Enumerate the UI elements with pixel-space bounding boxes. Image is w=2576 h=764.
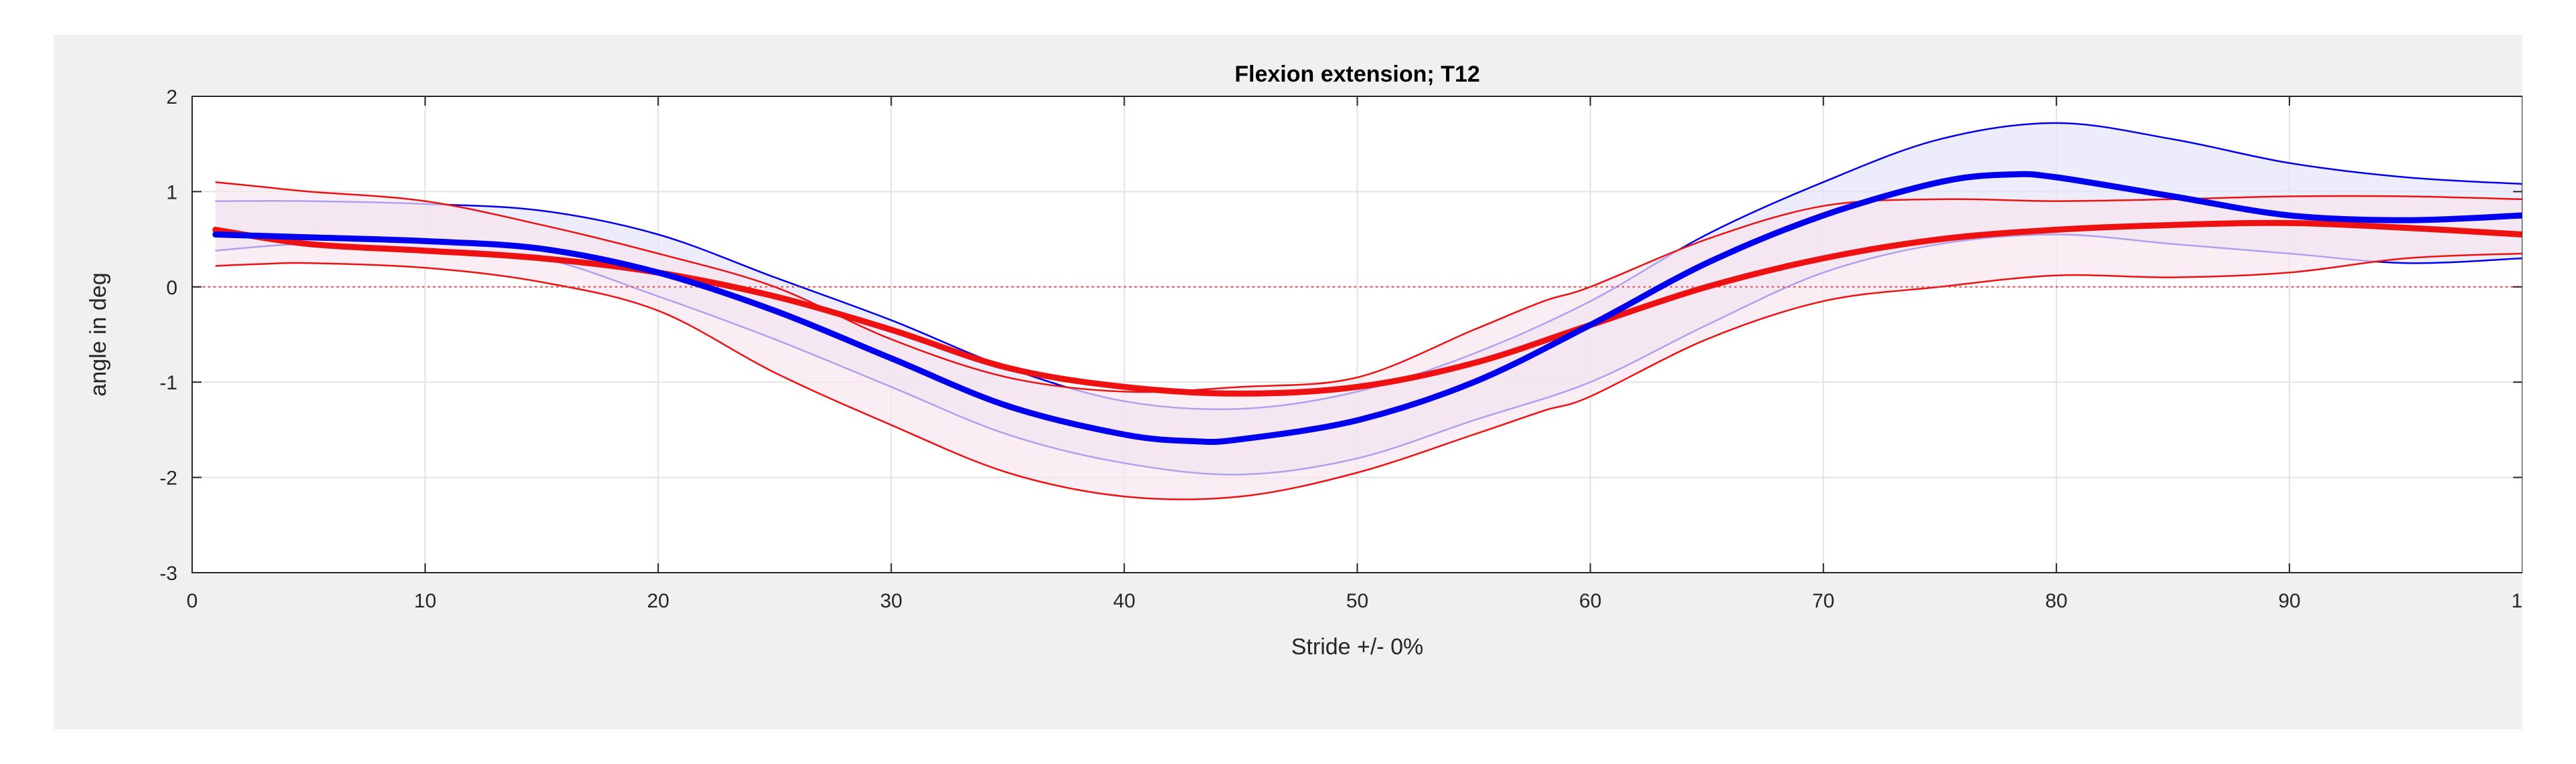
x-tick-label: 80 [2045, 590, 2067, 612]
figure-window: 0 10 20 30 40 50 60 70 80 90 10 -3 -2 -1 0 1 2 Flexion … [54, 35, 2522, 729]
x-tick-label: 20 [647, 590, 669, 612]
x-tick-label: 30 [880, 590, 902, 612]
x-tick-label: 10 [2511, 590, 2522, 612]
y-tick-label: -3 [159, 563, 177, 585]
x-axis-label: Stride +/- 0% [1291, 634, 1423, 660]
x-tick-label: 50 [1346, 590, 1368, 612]
x-tick-label: 70 [1812, 590, 1834, 612]
y-tick-label: -1 [159, 372, 177, 394]
y-tick-label: 0 [166, 277, 177, 299]
red-band-fill [215, 182, 2522, 500]
x-tick-label: 40 [1113, 590, 1135, 612]
axes [191, 96, 2522, 573]
x-tick-label: 60 [1579, 590, 1601, 612]
y-axis-label: angle in deg [86, 272, 111, 396]
red-band-lower-line [215, 252, 2522, 500]
confidence-bands [215, 122, 2522, 500]
y-tick-label: 1 [166, 181, 177, 203]
y-tick-labels: -3 -2 -1 0 1 2 [159, 86, 177, 585]
x-tick-label: 10 [414, 590, 436, 612]
chart-title: Flexion extension; T12 [1234, 62, 1480, 87]
x-tick-labels: 0 10 20 30 40 50 60 70 80 90 10 [187, 590, 2522, 612]
y-tick-label: 2 [166, 86, 177, 108]
red-band-upper-line [215, 181, 2522, 393]
y-tick-label: -2 [159, 468, 177, 490]
x-tick-label: 0 [187, 590, 198, 612]
red-mean-line [212, 219, 2522, 397]
x-tick-label: 90 [2278, 590, 2300, 612]
blue-mean-line [212, 171, 2522, 446]
chart-canvas: 0 10 20 30 40 50 60 70 80 90 10 -3 -2 -1 0 1 2 Flexion … [86, 62, 2522, 660]
mean-lines [212, 171, 2522, 446]
